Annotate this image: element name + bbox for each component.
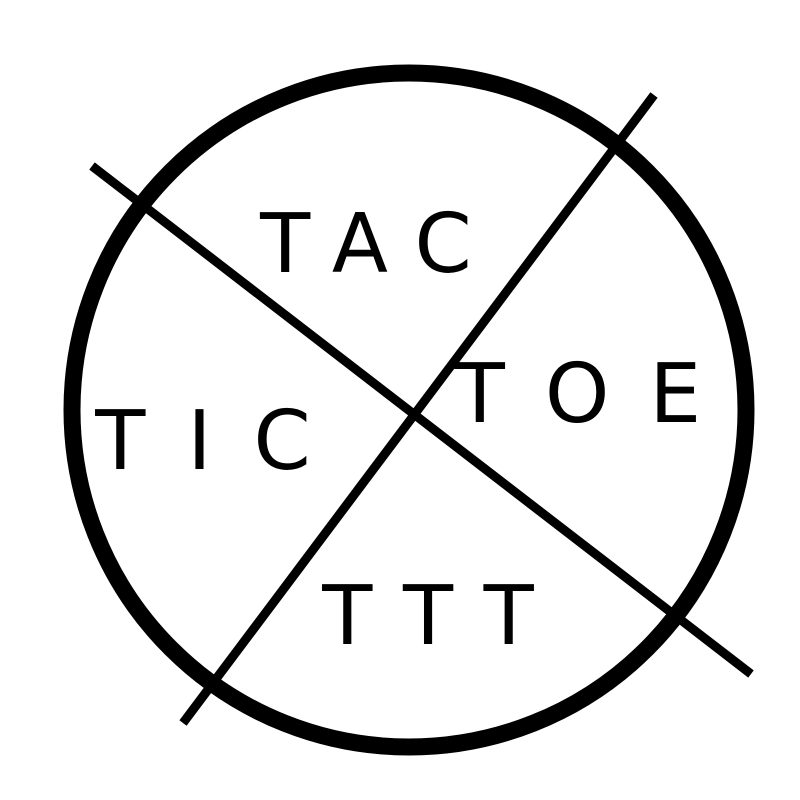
outer-ring xyxy=(63,64,755,756)
label-top: TAC xyxy=(259,197,500,292)
diagonal-line-ascending xyxy=(179,92,658,726)
label-bottom: TTT xyxy=(321,569,565,664)
label-right: TOE xyxy=(454,347,741,442)
label-left: TIC xyxy=(94,394,353,489)
diagonal-line-descending xyxy=(89,162,754,678)
